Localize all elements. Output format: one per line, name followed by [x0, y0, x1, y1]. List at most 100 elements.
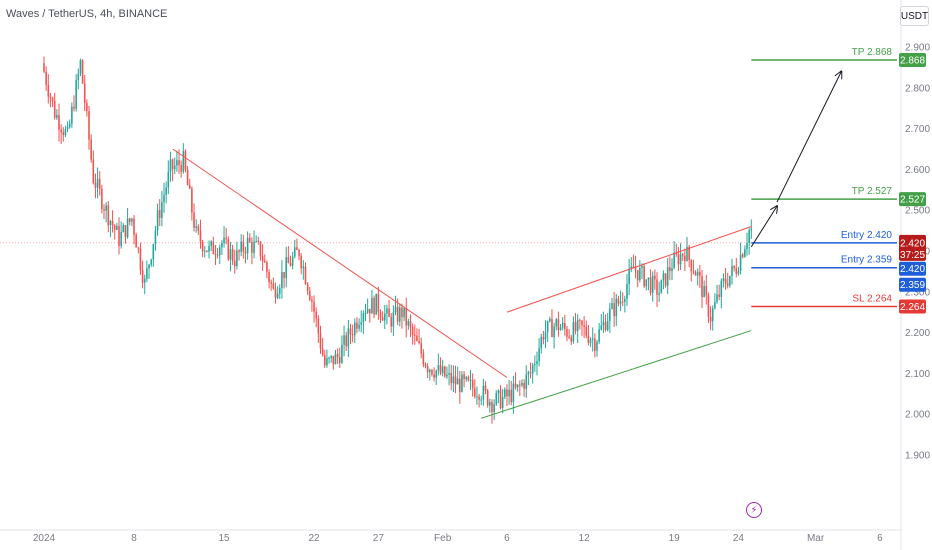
candle-up	[66, 126, 69, 130]
candle-up	[285, 257, 287, 279]
candle-down	[193, 212, 195, 228]
candle-up	[362, 313, 365, 323]
candle-up	[549, 318, 551, 322]
level-label: SL 2.264	[852, 293, 892, 304]
candle-up	[645, 279, 648, 287]
candle-up	[666, 267, 669, 286]
candle-down	[523, 382, 525, 389]
candle-down	[323, 355, 326, 366]
candle-down	[158, 210, 161, 218]
candle-up	[480, 399, 483, 401]
candle-down	[128, 218, 131, 222]
x-tick-label: 12	[579, 533, 591, 544]
candle-down	[368, 308, 371, 314]
candle-down	[379, 312, 382, 318]
projection-arrow[interactable]	[776, 71, 841, 203]
lightning-icon[interactable]: ⚡	[746, 502, 762, 518]
y-tick-label: 2.800	[905, 83, 930, 94]
candle-down	[81, 60, 84, 84]
candle-up	[739, 254, 742, 272]
candle-up	[748, 230, 750, 244]
trendline-descending-resistance[interactable]	[172, 148, 508, 378]
candle-up	[131, 218, 133, 222]
candle-up	[208, 246, 210, 252]
candle-up	[639, 267, 641, 281]
candle-up	[711, 308, 714, 322]
candle-up	[281, 272, 283, 288]
candle-up	[386, 308, 388, 314]
candle-down	[431, 369, 433, 375]
x-tick-label: 6	[877, 533, 883, 544]
candle-down	[585, 326, 588, 336]
candle-down	[308, 290, 311, 300]
candle-up	[169, 159, 172, 172]
y-tick-label: 2.200	[905, 328, 930, 339]
candle-down	[705, 286, 708, 296]
candle-down	[113, 225, 116, 230]
candle-up	[606, 321, 609, 330]
candle-down	[373, 297, 375, 315]
candle-up	[538, 348, 540, 362]
candle-up	[512, 383, 515, 403]
candle-down	[287, 257, 290, 264]
candle-up	[364, 312, 367, 314]
candle-up	[572, 321, 575, 342]
candle-down	[62, 132, 65, 135]
candle-down	[191, 188, 193, 213]
candle-up	[696, 271, 699, 276]
candle-up	[720, 280, 723, 297]
candle-down	[478, 396, 480, 400]
level-label: Entry 2.420	[841, 230, 893, 241]
candle-up	[173, 165, 176, 170]
candle-up	[746, 243, 748, 250]
candle-up	[508, 389, 510, 397]
candle-up	[291, 256, 294, 266]
candle-up	[176, 160, 178, 166]
entry-tag-2359	[899, 277, 926, 292]
candle-down	[186, 169, 189, 186]
candle-down	[274, 288, 277, 298]
candle-down	[632, 266, 635, 268]
y-tick-label: 2.000	[905, 410, 930, 421]
candle-down	[583, 324, 585, 327]
candle-down	[313, 301, 315, 312]
candle-down	[272, 283, 275, 289]
currency-button[interactable]: USDT	[900, 6, 929, 26]
candle-down	[439, 365, 442, 374]
candle-up	[161, 202, 163, 218]
candle-down	[83, 83, 86, 104]
y-tick-label: 1.900	[905, 451, 930, 462]
candle-up	[446, 374, 448, 377]
candle-up	[152, 244, 155, 260]
candle-down	[701, 275, 703, 298]
candle-down	[409, 321, 412, 328]
candle-down	[491, 402, 493, 413]
candle-up	[722, 278, 725, 281]
candle-down	[684, 255, 686, 261]
candle-up	[489, 402, 491, 406]
candle-up	[476, 396, 478, 398]
candle-up	[465, 377, 468, 380]
candle-up	[750, 228, 753, 231]
candle-up	[156, 210, 159, 231]
candle-down	[197, 226, 200, 231]
candle-up	[673, 252, 675, 269]
candle-down	[426, 366, 429, 373]
candle-up	[96, 178, 99, 188]
candle-down	[450, 372, 453, 384]
projection-arrow[interactable]	[750, 206, 777, 248]
y-tick-label: 2.100	[905, 369, 930, 380]
candle-down	[289, 263, 292, 266]
candle-down	[58, 115, 60, 130]
candles	[43, 56, 753, 424]
candle-up	[598, 329, 600, 342]
candle-up	[116, 225, 118, 230]
candle-up	[218, 247, 221, 256]
candle-down	[73, 106, 75, 109]
candle-up	[495, 392, 498, 405]
candle-down	[300, 256, 302, 269]
trendline-channel-bottom[interactable]	[481, 330, 752, 419]
trendline-channel-top[interactable]	[506, 226, 752, 313]
candle-down	[49, 96, 52, 98]
